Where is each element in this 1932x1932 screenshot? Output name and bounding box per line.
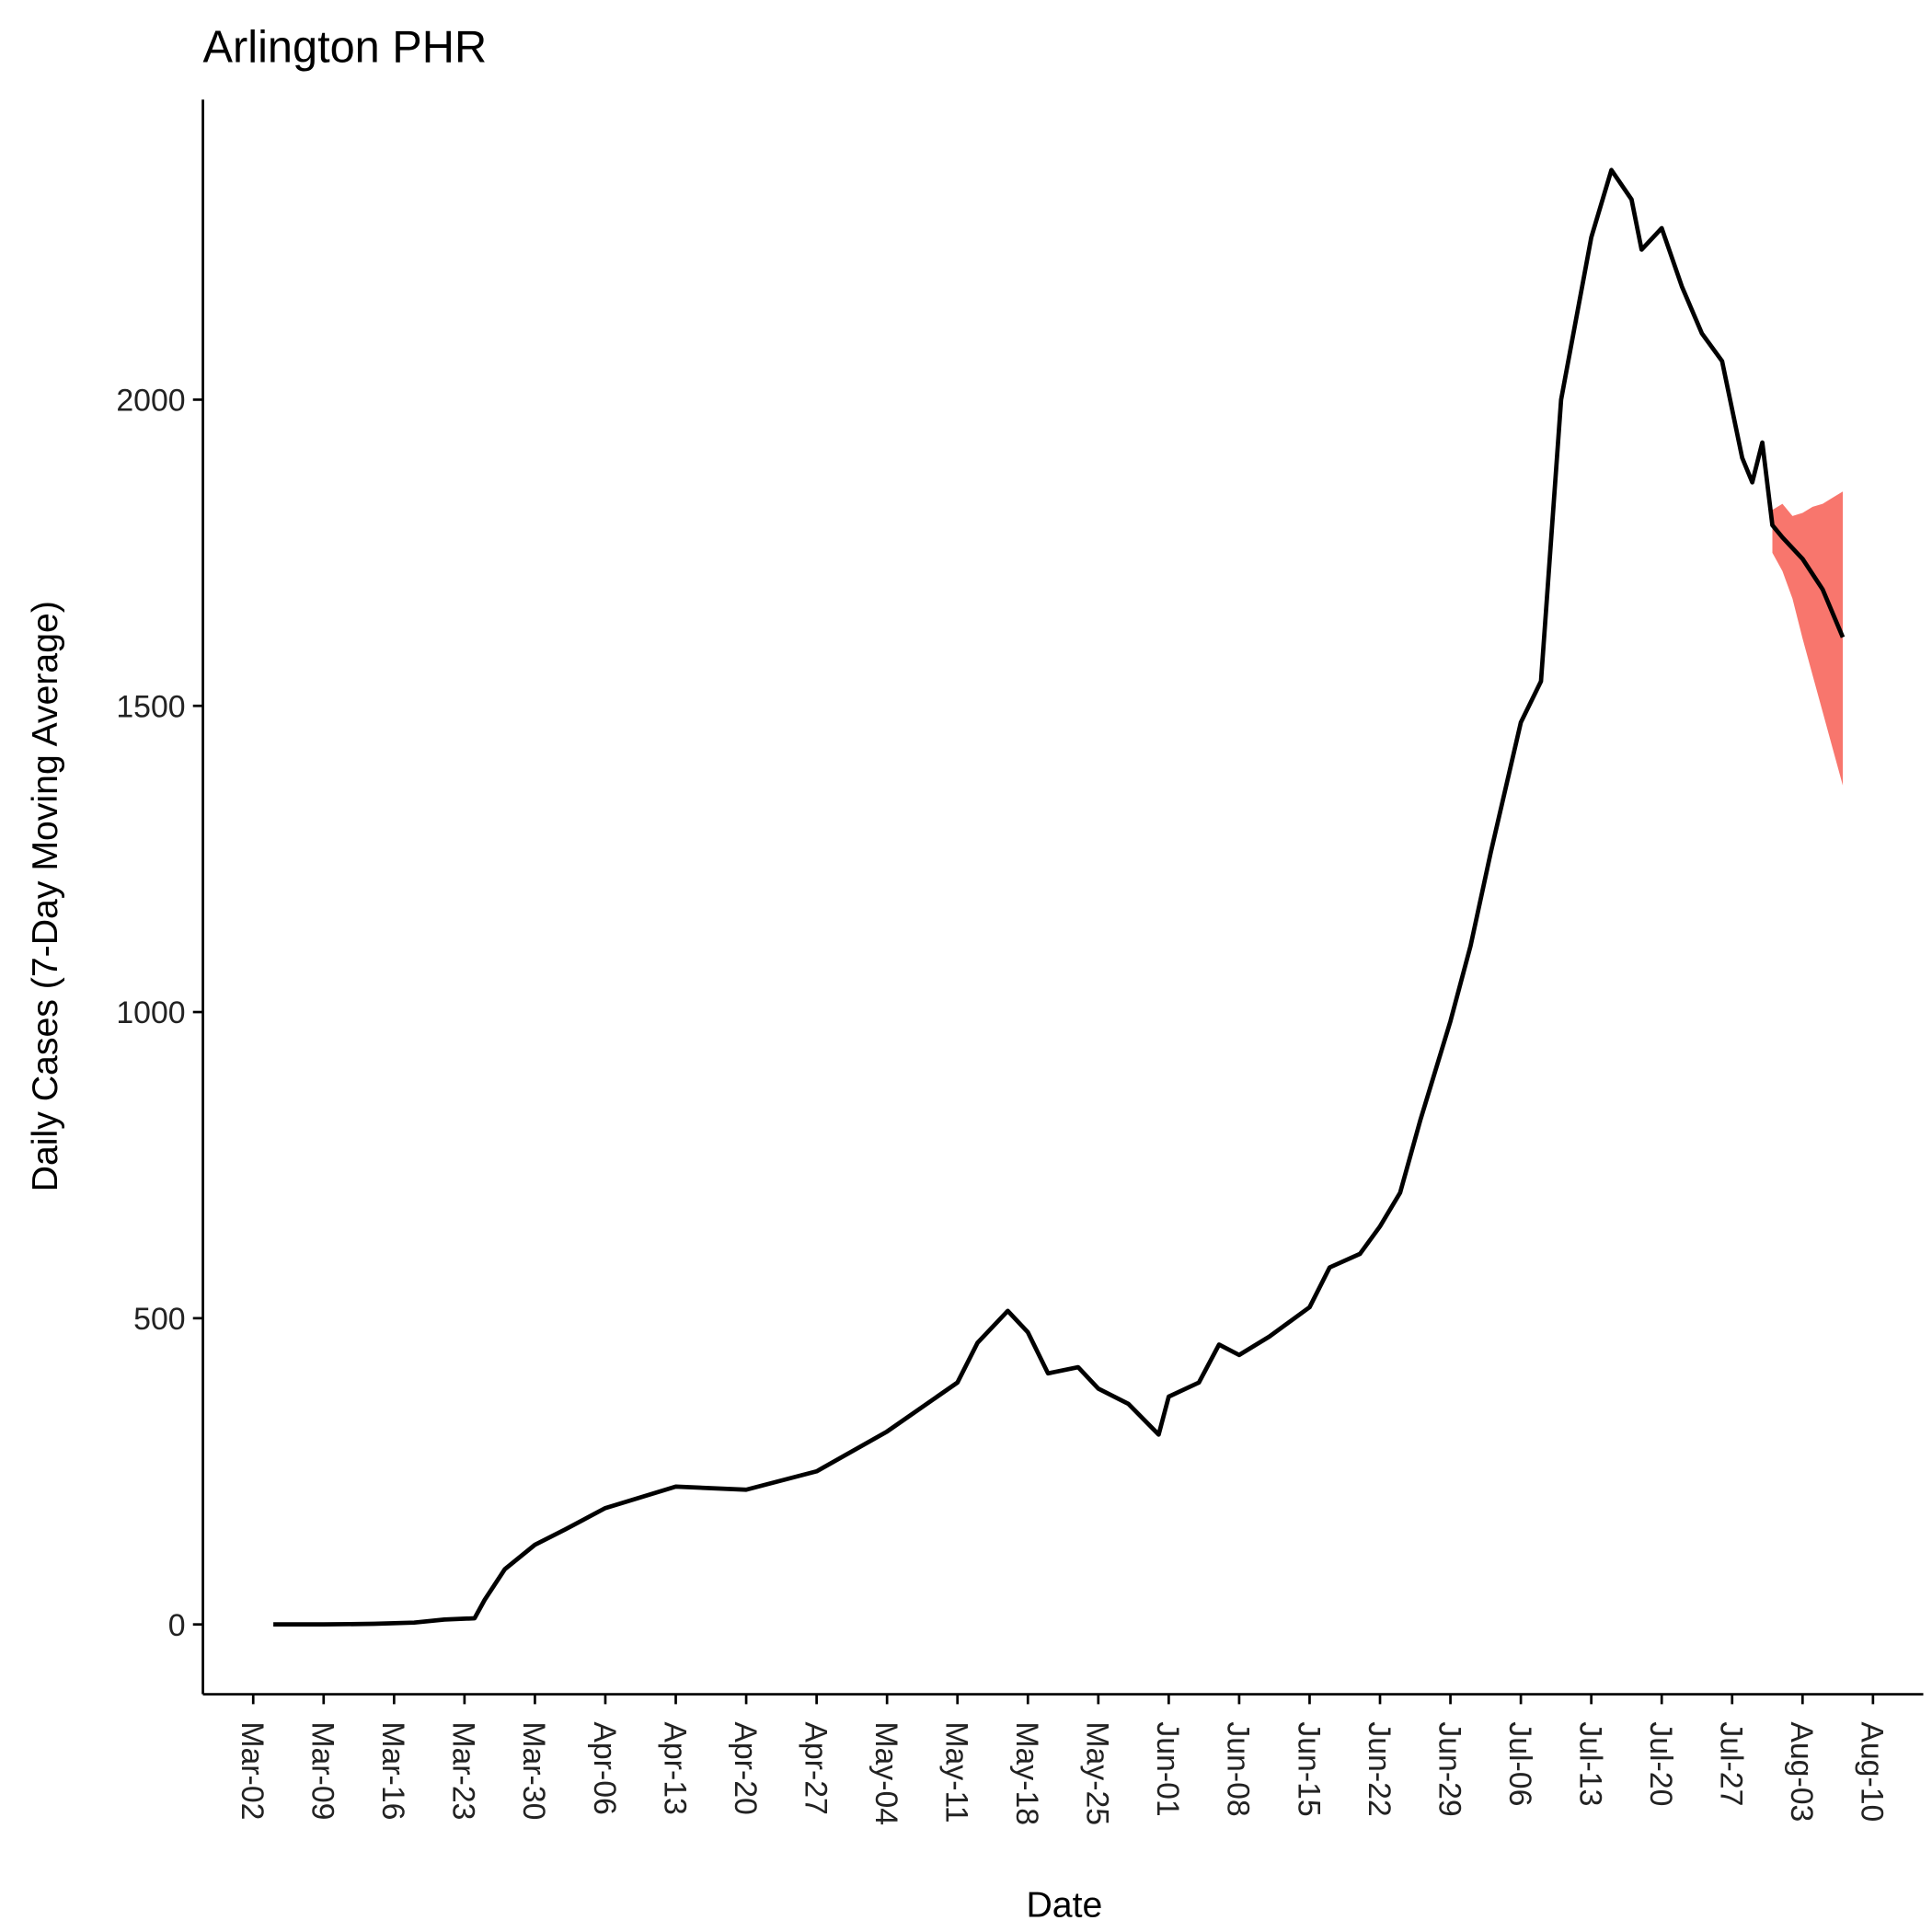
x-tick-label: Jun-22: [1362, 1721, 1397, 1816]
x-tick-label: May-11: [939, 1721, 974, 1823]
y-tick-label: 1000: [116, 995, 185, 1030]
x-tick-label: Aug-03: [1784, 1721, 1819, 1822]
data-line: [273, 167, 1846, 1627]
x-tick-label: Jun-01: [1150, 1721, 1185, 1816]
x-tick-label: May-04: [868, 1721, 903, 1825]
x-tick-label: Jul-20: [1643, 1721, 1678, 1806]
y-axis-label: Daily Cases (7-Day Moving Average): [25, 601, 65, 1191]
chart-title: Arlington PHR: [203, 23, 488, 73]
x-tick-label: Jun-15: [1291, 1721, 1326, 1816]
x-tick-label: Mar-02: [235, 1721, 270, 1820]
x-tick-label: Mar-23: [446, 1721, 481, 1820]
x-tick-label: Jun-08: [1221, 1721, 1256, 1816]
x-tick-label: Jun-29: [1432, 1721, 1466, 1816]
x-tick-label: Mar-16: [375, 1721, 410, 1820]
x-tick-label: Mar-09: [305, 1721, 340, 1820]
x-tick-label: Aug-10: [1855, 1721, 1890, 1822]
projection-band: [1772, 491, 1844, 786]
x-tick-label: Apr-13: [657, 1721, 692, 1815]
x-tick-label: May-18: [1009, 1721, 1044, 1825]
y-tick-label: 2000: [116, 384, 185, 419]
x-tick-label: Apr-06: [587, 1721, 622, 1815]
x-tick-label: May-25: [1080, 1721, 1115, 1825]
x-tick-label: Jul-13: [1572, 1721, 1607, 1806]
y-tick-label: 1500: [116, 689, 185, 724]
x-tick-label: Mar-30: [516, 1721, 551, 1820]
y-tick-label: 0: [168, 1608, 186, 1643]
x-tick-label: Jul-27: [1714, 1721, 1749, 1806]
x-tick-label: Jul-06: [1502, 1721, 1537, 1806]
y-tick-label: 500: [133, 1302, 185, 1337]
x-tick-label: Apr-20: [728, 1721, 763, 1815]
x-tick-label: Apr-27: [798, 1721, 833, 1815]
x-axis-label: Date: [1026, 1885, 1102, 1926]
